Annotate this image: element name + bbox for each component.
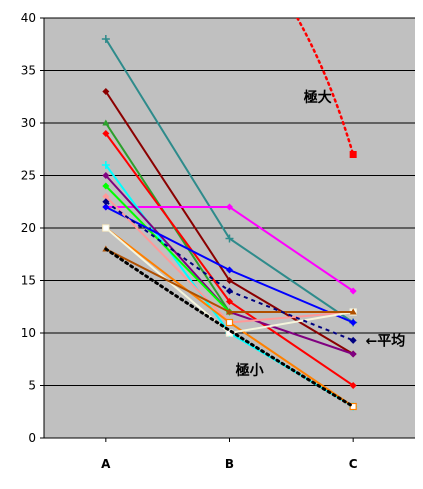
y-tick-label: 15 xyxy=(21,274,36,288)
max-curve-end-marker xyxy=(349,151,357,158)
data-point xyxy=(102,203,110,211)
data-point xyxy=(226,298,233,305)
y-tick-label: 5 xyxy=(28,379,36,393)
data-point xyxy=(349,319,357,326)
annotation-label: 極大 xyxy=(304,89,332,106)
data-point xyxy=(349,350,357,358)
y-tick-label: 10 xyxy=(21,326,36,340)
data-point xyxy=(225,318,234,327)
y-tick-label: 20 xyxy=(21,221,36,235)
data-point xyxy=(225,234,234,243)
data-point xyxy=(226,277,233,284)
y-tick-label: 40 xyxy=(21,11,36,25)
data-point xyxy=(102,198,110,206)
data-point xyxy=(102,119,110,126)
data-point xyxy=(101,161,110,169)
data-point xyxy=(349,336,357,344)
x-tick-label: A xyxy=(101,457,111,471)
data-point xyxy=(226,203,233,211)
data-point xyxy=(102,88,110,95)
data-point xyxy=(102,130,110,137)
y-tick-label: 0 xyxy=(28,431,36,445)
min-curve xyxy=(104,247,355,408)
annotation-label: ←平均 xyxy=(366,332,406,349)
data-point xyxy=(102,224,110,232)
data-point xyxy=(349,402,357,411)
x-tick-label: C xyxy=(349,457,358,471)
data-point xyxy=(102,172,110,179)
data-point xyxy=(349,308,357,315)
y-tick-label: 35 xyxy=(21,64,36,78)
data-point xyxy=(226,287,233,295)
max-curve xyxy=(295,18,355,156)
data-point xyxy=(102,193,110,200)
y-tick-label: 30 xyxy=(21,116,36,130)
data-point xyxy=(102,182,110,190)
data-point xyxy=(226,308,233,315)
data-point xyxy=(349,382,357,389)
x-tick-label: B xyxy=(225,457,234,471)
data-point xyxy=(101,35,110,43)
data-point xyxy=(349,287,357,295)
annotation-label: 極小 xyxy=(236,362,264,379)
y-tick-label: 25 xyxy=(21,169,36,183)
data-point xyxy=(226,266,233,274)
